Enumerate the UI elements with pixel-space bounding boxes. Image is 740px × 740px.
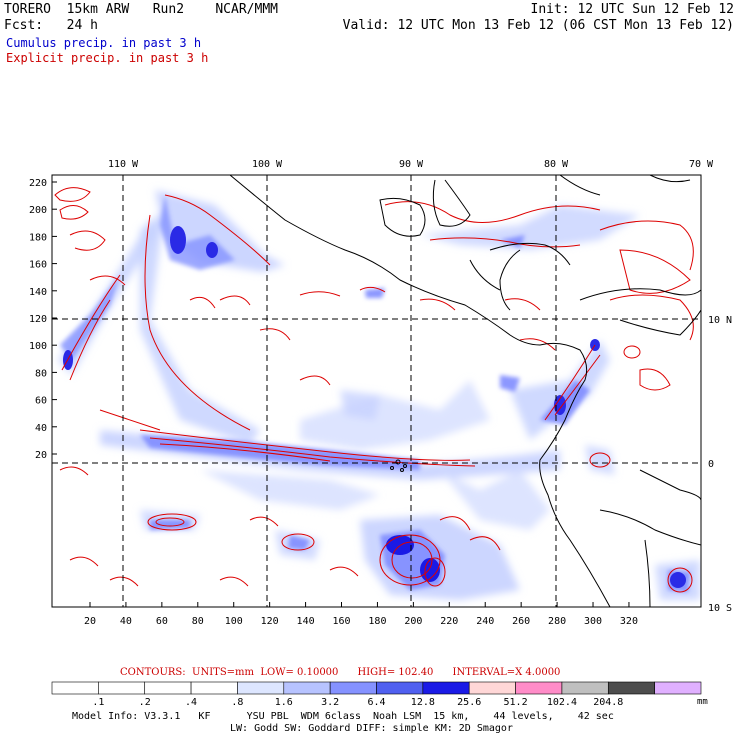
right-lat-label: 10 N [708, 315, 732, 326]
contour-low: LOW= 0.10000 [260, 667, 339, 678]
left-tick-label: 140 [29, 287, 47, 298]
top-lon-label: 110 W [108, 159, 139, 170]
bottom-tick-label: 40 [120, 616, 132, 627]
model-info: Model Info: V3.3.1 KF YSU PBL WDM 6class… [72, 711, 614, 722]
bottom-tick-label: 100 [225, 616, 243, 627]
bottom-tick-label: 20 [84, 616, 96, 627]
colorbar-swatch [376, 681, 424, 695]
left-tick-label: 20 [35, 450, 47, 461]
left-tick-label: 100 [29, 341, 47, 352]
colorbar-threshold-label: .2 [138, 697, 151, 708]
top-lon-label: 70 W [689, 159, 714, 170]
contour-units: UNITS=mm [192, 667, 255, 678]
left-tick-label: 180 [29, 232, 47, 243]
colorbar-swatch [468, 681, 516, 695]
physics-info: LW: Godd SW: Goddard DIFF: simple KM: 2D… [230, 723, 513, 734]
top-lon-label: 80 W [544, 159, 569, 170]
colorbar-swatch [51, 681, 99, 695]
bottom-tick-label: 320 [620, 616, 638, 627]
map-frame [51, 174, 702, 608]
colorbar-threshold-label: 3.2 [321, 697, 340, 708]
colorbar-threshold-label: 12.8 [410, 697, 435, 708]
left-tick-label: 160 [29, 260, 47, 271]
colorbar-threshold-label: .8 [231, 697, 244, 708]
colorbar-swatch [515, 681, 563, 695]
precip-heavy-cores [63, 226, 686, 588]
left-tick-label: 220 [29, 178, 47, 189]
top-lon-label: 100 W [252, 159, 283, 170]
bottom-tick-label: 240 [476, 616, 494, 627]
colorbar-threshold-label: .4 [185, 697, 198, 708]
precip-light-shading [58, 190, 700, 600]
bottom-tick-label: 120 [261, 616, 279, 627]
field1-label: Cumulus precip. in past 3 h [6, 36, 202, 50]
bottom-tick-label: 260 [512, 616, 530, 627]
forecast-value: 24 h [66, 18, 98, 33]
colorbar-swatch [190, 681, 238, 695]
bottom-tick-label: 180 [368, 616, 386, 627]
coastlines [229, 175, 701, 607]
model-resolution: 15km ARW [66, 2, 130, 17]
colorbar-swatch [654, 681, 702, 695]
contour-interval: INTERVAL=X 4.0000 [452, 667, 561, 678]
bottom-tick-label: 280 [548, 616, 566, 627]
colorbar-swatch [237, 681, 285, 695]
forecast-hour: Fcst: 24 h [4, 18, 98, 33]
colorbar-threshold-label: 51.2 [503, 697, 528, 708]
colorbar-swatch [422, 681, 470, 695]
colorbar-threshold-label: 6.4 [367, 697, 386, 708]
field2-label: Explicit precip. in past 3 h [6, 51, 209, 65]
bottom-tick-label: 160 [332, 616, 350, 627]
colorbar-swatch [561, 681, 609, 695]
forecast-label: Fcst: [4, 18, 44, 33]
run-name: Run2 [152, 2, 185, 17]
right-lat-label: 0 [708, 459, 714, 470]
explicit-precip-contours [54, 187, 694, 593]
bottom-tick-label: 140 [297, 616, 315, 627]
contour-label: CONTOURS: [120, 667, 186, 678]
left-tick-label: 80 [35, 368, 47, 379]
right-lat-label: 10 S [708, 603, 732, 614]
colorbar-threshold-label: 102.4 [546, 697, 577, 708]
bottom-tick-label: 300 [584, 616, 602, 627]
left-tick-label: 200 [29, 205, 47, 216]
axis-ticks [52, 181, 630, 607]
contour-info: CONTOURS: UNITS=mm LOW= 0.10000 HIGH= 10… [120, 667, 560, 678]
bottom-tick-label: 220 [440, 616, 458, 627]
axis-tick-labels: 220 200 180 160 140 120 100 80 60 40 20 20 40 60 80 100… [29, 159, 732, 627]
valid-time: Valid: 12 UTC Mon 13 Feb 12 (06 CST Mon … [342, 18, 734, 33]
colorbar [51, 681, 702, 695]
colorbar-swatch [607, 681, 655, 695]
bottom-tick-label: 80 [192, 616, 204, 627]
map-interior [54, 187, 700, 600]
colorbar-swatch [283, 681, 331, 695]
header-line1: TORERO 15km ARW Run2 NCAR/MMM [4, 2, 278, 17]
colorbar-threshold-label: .1 [92, 697, 105, 708]
org-name: NCAR/MMM [215, 2, 278, 17]
left-tick-label: 40 [35, 423, 47, 434]
colorbar-swatch [98, 681, 146, 695]
colorbar-threshold-label: 1.6 [274, 697, 293, 708]
bottom-tick-label: 60 [156, 616, 168, 627]
colorbar-unit: mm [697, 697, 708, 707]
model-name: TORERO [4, 2, 51, 17]
left-tick-label: 120 [29, 314, 47, 325]
top-lon-label: 90 W [399, 159, 424, 170]
left-tick-label: 60 [35, 396, 47, 407]
colorbar-threshold-label: 204.8 [593, 697, 624, 708]
colorbar-swatch [329, 681, 377, 695]
colorbar-threshold-label: 25.6 [457, 697, 482, 708]
contour-high: HIGH= 102.40 [357, 667, 434, 678]
bottom-tick-label: 200 [404, 616, 422, 627]
lat-lon-grid [52, 175, 701, 607]
colorbar-swatch [144, 681, 192, 695]
init-time: Init: 12 UTC Sun 12 Feb 12 [530, 2, 735, 17]
